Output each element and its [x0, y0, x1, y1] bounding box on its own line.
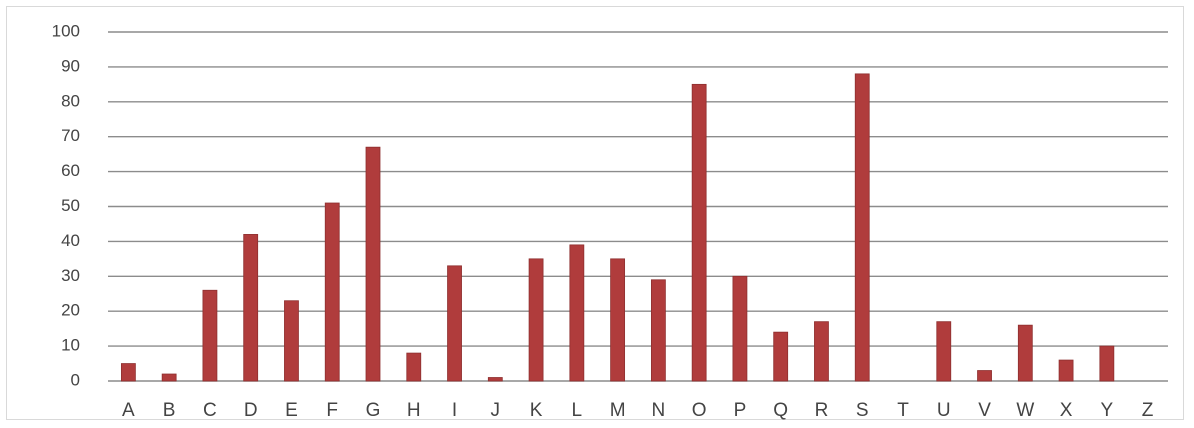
y-tick-label: 100	[52, 21, 80, 40]
x-tick-label: M	[610, 400, 626, 421]
y-tick-label: 20	[61, 301, 80, 320]
bar-w	[1017, 324, 1033, 382]
y-tick-label: 50	[61, 196, 80, 215]
bar-a	[120, 363, 136, 382]
x-tick-label: S	[856, 400, 869, 421]
bar-d	[243, 234, 259, 382]
bar-v	[977, 370, 992, 382]
bar-x	[1058, 359, 1074, 382]
x-tick-label: F	[326, 400, 338, 421]
bar-b	[161, 373, 177, 382]
y-tick-label: 0	[71, 370, 80, 389]
x-tick-label: G	[366, 400, 381, 421]
bar-l	[569, 244, 585, 382]
x-tick-label: R	[815, 400, 829, 421]
x-tick-label: X	[1060, 400, 1073, 421]
x-tick-label: K	[530, 400, 543, 421]
bar-j	[487, 377, 503, 382]
bar-y	[1099, 345, 1115, 382]
bar-c	[202, 289, 218, 382]
bar-k	[528, 258, 544, 382]
x-tick-label: H	[407, 400, 421, 421]
y-tick-label: 60	[61, 161, 80, 180]
bar-q	[773, 331, 789, 382]
x-tick-label: Z	[1142, 400, 1154, 421]
bar-p	[732, 275, 748, 382]
x-tick-label: I	[452, 400, 457, 421]
x-tick-label: E	[285, 400, 298, 421]
x-tick-label: V	[978, 400, 991, 421]
x-tick-label: Y	[1101, 400, 1114, 421]
x-tick-label: P	[734, 400, 747, 421]
bar-h	[406, 352, 422, 382]
bar-r	[814, 321, 829, 382]
y-tick-label: 10	[61, 336, 80, 355]
x-tick-label: T	[897, 400, 909, 421]
bar-e	[284, 300, 299, 382]
bar-i	[447, 265, 462, 382]
x-tick-label: L	[572, 400, 583, 421]
y-axis-tick-labels: 0 10 20 30 40 50 60 70 80 90 100	[52, 21, 80, 389]
x-tick-label: Q	[773, 400, 788, 421]
x-axis-tick-labels: A B C D E F G H I J K L M N O P Q R S T U V W X Y Z	[122, 400, 1154, 421]
y-tick-label: 80	[61, 91, 80, 110]
bar-o	[691, 83, 707, 382]
y-tick-label: 30	[61, 266, 80, 285]
bar-s	[854, 73, 870, 382]
bar-m	[610, 258, 626, 382]
x-tick-label: D	[244, 400, 258, 421]
bar-f	[324, 202, 340, 382]
x-tick-label: W	[1016, 400, 1034, 421]
bar-g	[365, 146, 381, 382]
x-tick-label: C	[203, 400, 217, 421]
x-tick-label: N	[652, 400, 666, 421]
x-tick-label: A	[122, 400, 135, 421]
bars	[120, 73, 1115, 382]
x-tick-label: J	[491, 400, 501, 421]
y-tick-label: 70	[61, 126, 80, 145]
y-tick-label: 40	[61, 231, 80, 250]
bar-u	[936, 321, 952, 382]
y-tick-label: 90	[61, 56, 80, 75]
x-tick-label: U	[937, 400, 951, 421]
bar-n	[650, 279, 666, 382]
x-tick-label: O	[692, 400, 707, 421]
gridlines	[108, 31, 1168, 382]
chart-frame	[6, 6, 1184, 420]
x-tick-label: B	[163, 400, 176, 421]
